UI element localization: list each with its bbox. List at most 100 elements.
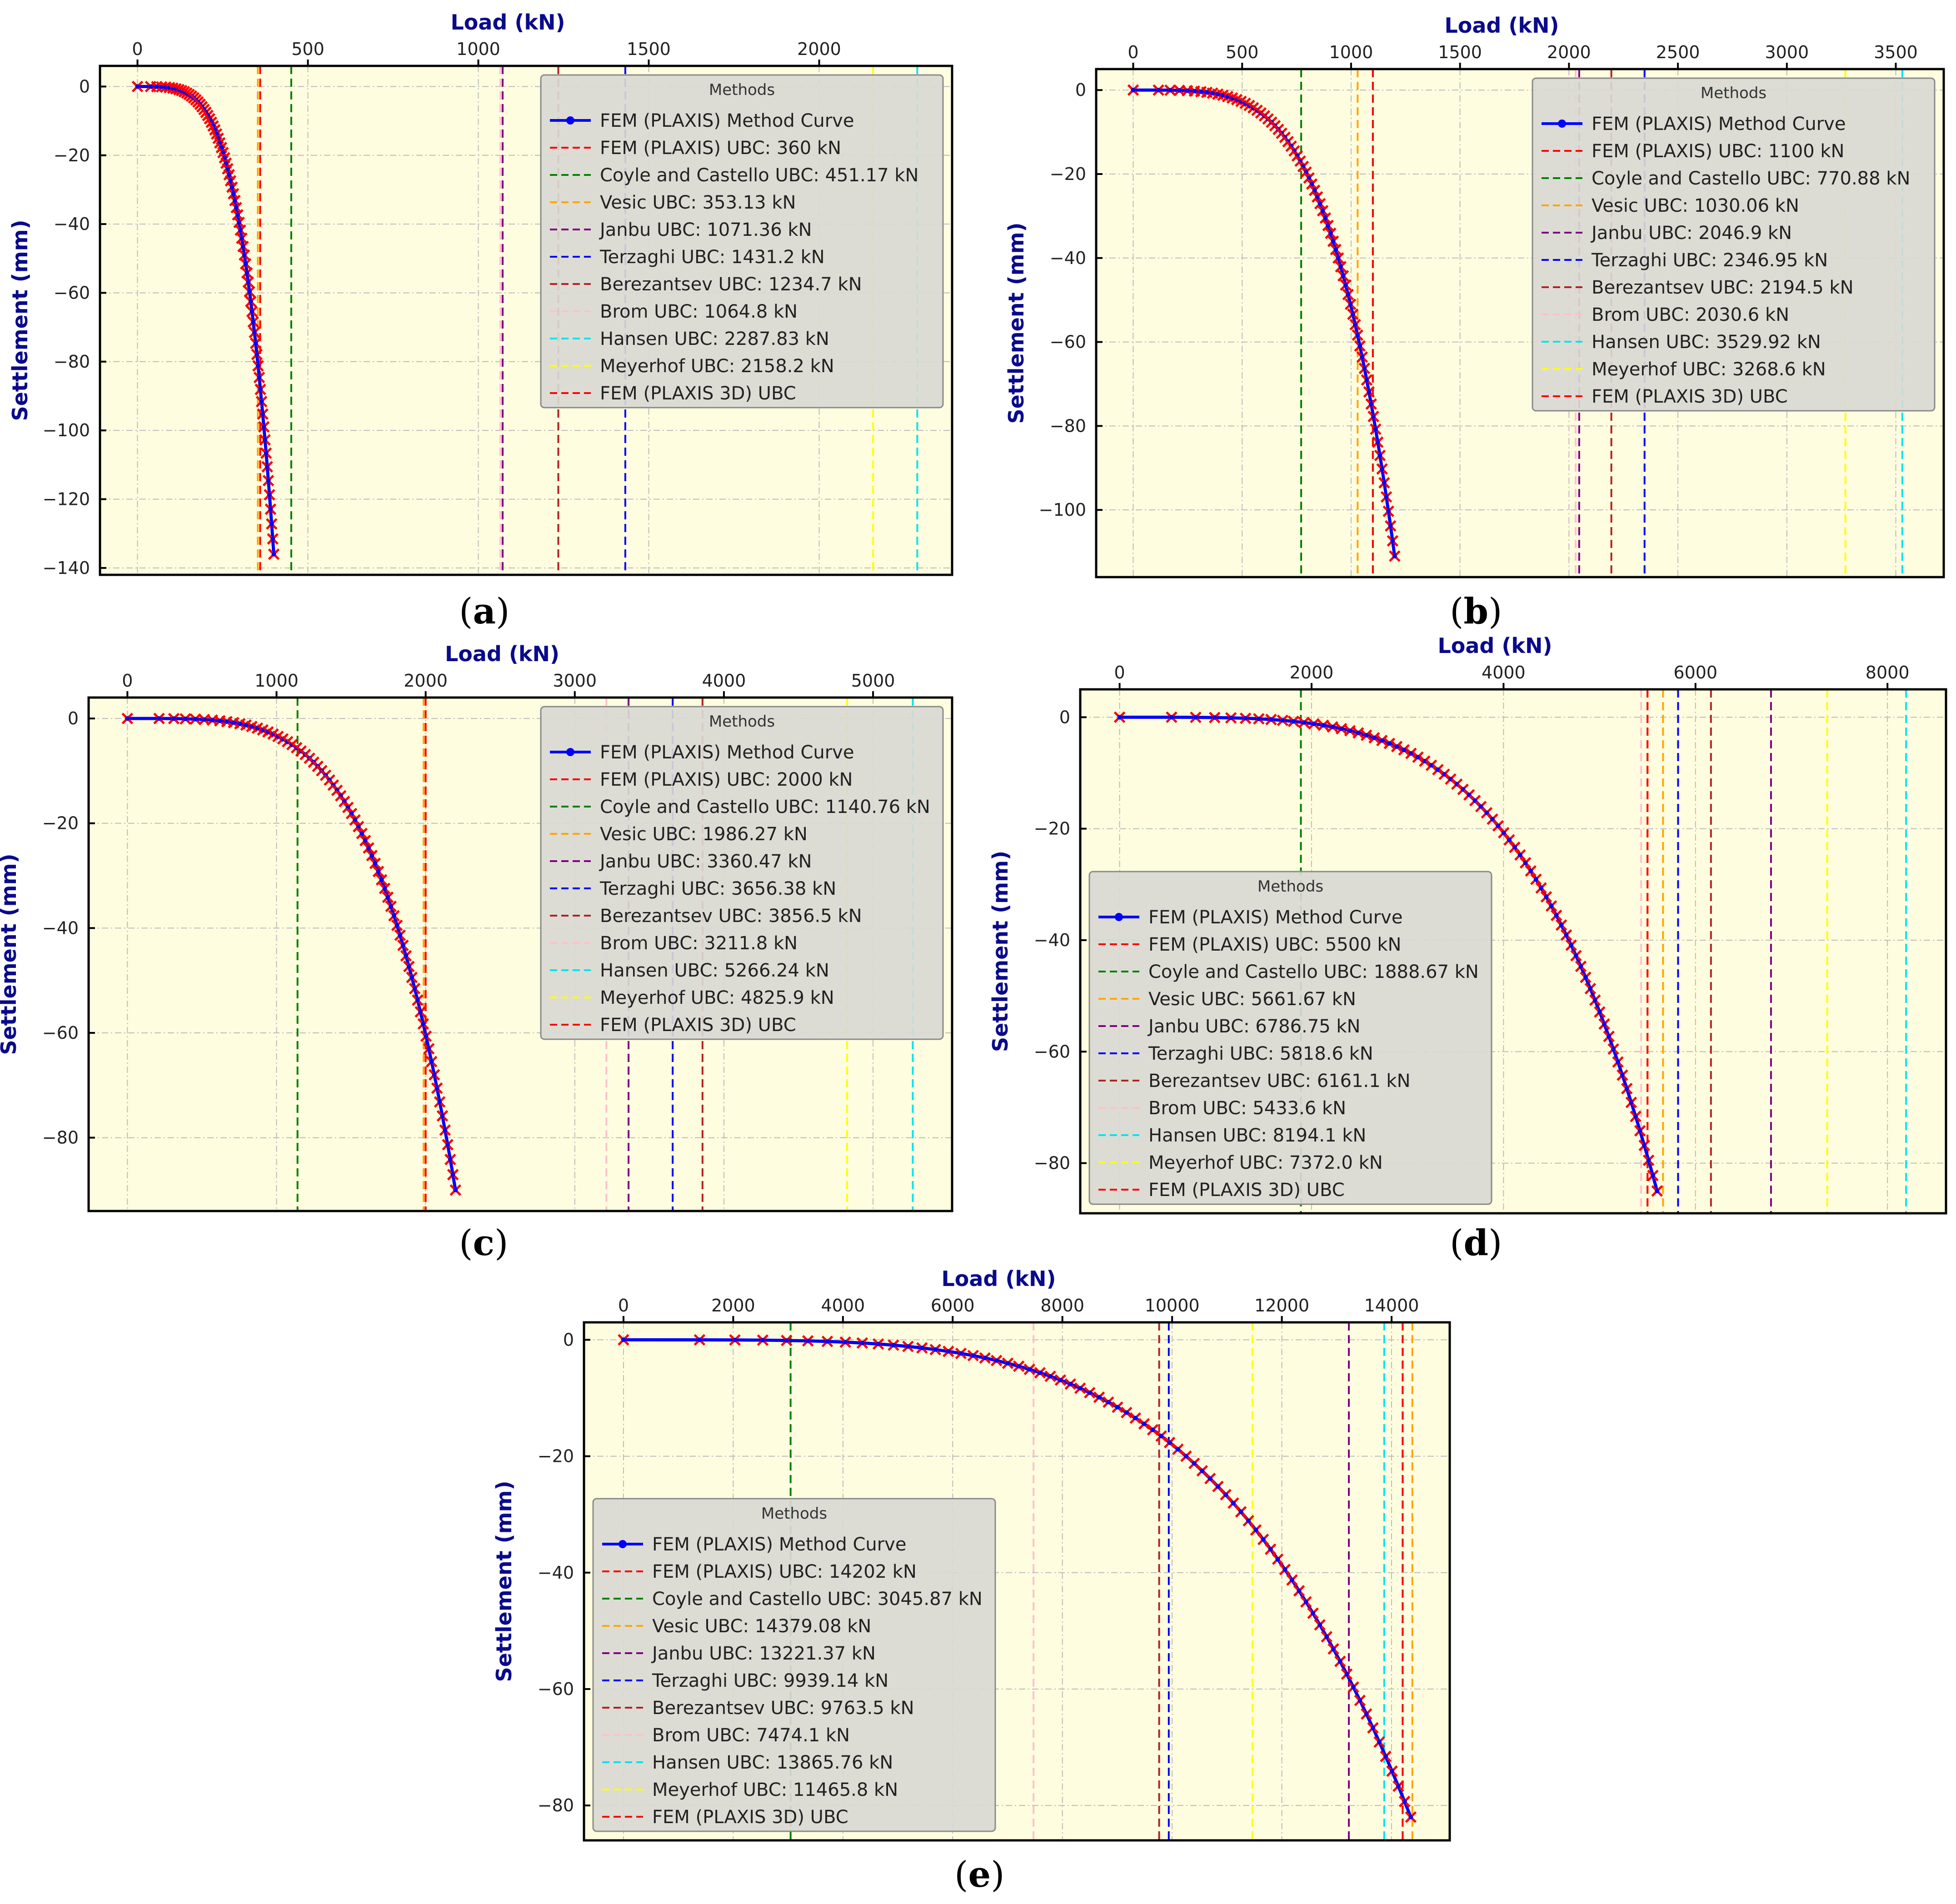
curve-point bbox=[1612, 1056, 1624, 1068]
y-tick-label: −20 bbox=[1034, 819, 1070, 839]
plot-frame bbox=[583, 1321, 1451, 1842]
x-tick-label: 10000 bbox=[1145, 1296, 1200, 1316]
curve-point bbox=[397, 939, 409, 952]
y-tick-label: 0 bbox=[1059, 707, 1070, 727]
curve-point bbox=[1300, 1596, 1312, 1608]
y-tick-label: 0 bbox=[563, 1330, 574, 1350]
y-tick-label: −80 bbox=[42, 1128, 79, 1148]
curve-point bbox=[1327, 1643, 1339, 1655]
plot-frame bbox=[1095, 68, 1945, 578]
curve-point bbox=[366, 849, 378, 862]
curve-point bbox=[345, 807, 358, 820]
curve-point bbox=[425, 1056, 438, 1068]
curve-point bbox=[1298, 717, 1310, 728]
curve-point bbox=[268, 548, 280, 560]
legend: Methods FEM (PLAXIS) Method Curve FEM (PLA… bbox=[540, 74, 944, 409]
x-tick-label: 3500 bbox=[1874, 42, 1918, 62]
x-tick-label: 3000 bbox=[1765, 42, 1809, 62]
legend-label: Meyerhof UBC: 11465.8 kN bbox=[652, 1779, 898, 1800]
legend-item: Brom UBC: 5433.6 kN bbox=[1098, 1098, 1346, 1119]
curve-point bbox=[394, 929, 406, 941]
x-tick-label: 2000 bbox=[797, 39, 841, 59]
x-tick-label: 2000 bbox=[1547, 42, 1591, 62]
curve-point bbox=[442, 1139, 454, 1151]
curve-point bbox=[902, 1341, 914, 1352]
legend-label: Hansen UBC: 8194.1 kN bbox=[1148, 1125, 1366, 1146]
x-tick-label: 1500 bbox=[1438, 42, 1482, 62]
legend-label: FEM (PLAXIS 3D) UBC bbox=[600, 1015, 796, 1036]
curve-point bbox=[1340, 279, 1352, 291]
legend-item: Vesic UBC: 14379.08 kN bbox=[602, 1616, 871, 1637]
y-tick-label: −100 bbox=[43, 420, 90, 440]
legend-label: FEM (PLAXIS) Method Curve bbox=[600, 110, 854, 131]
legend-label: Brom UBC: 5433.6 kN bbox=[1148, 1098, 1346, 1119]
legend-label: FEM (PLAXIS) UBC: 14202 kN bbox=[652, 1561, 917, 1582]
curve-point bbox=[1342, 289, 1354, 300]
legend-item: Meyerhof UBC: 11465.8 kN bbox=[602, 1779, 898, 1800]
curve-point bbox=[1127, 84, 1139, 96]
legend-label: Terzaghi UBC: 5818.6 kN bbox=[1148, 1043, 1373, 1064]
curve-point bbox=[1625, 1097, 1637, 1108]
curve-point bbox=[423, 1043, 435, 1055]
curve-point bbox=[1594, 1006, 1606, 1018]
curve-point bbox=[1335, 723, 1347, 735]
plot-frame bbox=[87, 696, 953, 1212]
curve-point bbox=[1344, 725, 1356, 737]
y-tick-label: −140 bbox=[43, 558, 90, 578]
legend-item: Vesic UBC: 1986.27 kN bbox=[550, 824, 808, 845]
legend-label: Vesic UBC: 1030.06 kN bbox=[1592, 195, 1799, 216]
curve-point bbox=[1387, 535, 1399, 547]
x-tick-label: 6000 bbox=[1673, 663, 1717, 683]
curve-point bbox=[967, 1350, 979, 1361]
curve-point bbox=[1327, 721, 1338, 733]
curve-point bbox=[388, 910, 400, 922]
curve-point bbox=[239, 249, 250, 261]
x-tick-label: 8000 bbox=[1040, 1296, 1084, 1316]
legend-label: FEM (PLAXIS) Method Curve bbox=[652, 1534, 906, 1555]
legend-label: FEM (PLAXIS 3D) UBC bbox=[652, 1807, 848, 1828]
curve-point bbox=[1352, 727, 1364, 739]
legend-label: Brom UBC: 2030.6 kN bbox=[1592, 304, 1789, 325]
legend-item: Janbu UBC: 13221.37 kN bbox=[602, 1643, 876, 1664]
legend-item: Coyle and Castello UBC: 3045.87 kN bbox=[602, 1589, 983, 1610]
curve-point bbox=[379, 882, 391, 894]
curve-point bbox=[955, 1347, 967, 1360]
curve-point bbox=[1603, 1031, 1615, 1042]
curve-point bbox=[1347, 1681, 1359, 1693]
x-tick-label: 4000 bbox=[1482, 663, 1526, 683]
y-tick-label: −80 bbox=[538, 1795, 574, 1815]
legend-label: Janbu UBC: 1071.36 kN bbox=[599, 219, 812, 240]
legend-item: Meyerhof UBC: 7372.0 kN bbox=[1098, 1152, 1383, 1173]
legend-item: Meyerhof UBC: 2158.2 kN bbox=[550, 356, 834, 377]
x-axis-label: Load (kN) bbox=[941, 1266, 1056, 1291]
chart-panel-c: 0 1000 2000 3000 4000 5000 0 −20 −40 −60 −80 Load (… bbox=[0, 642, 953, 1212]
curve-point bbox=[1617, 1069, 1628, 1081]
legend-box bbox=[1532, 77, 1936, 412]
y-tick-label: −60 bbox=[538, 1679, 574, 1699]
legend-item: Meyerhof UBC: 3268.6 kN bbox=[1542, 359, 1826, 380]
curve-point bbox=[1034, 1367, 1046, 1379]
x-tick-label: 0 bbox=[132, 39, 143, 59]
legend-item: Hansen UBC: 8194.1 kN bbox=[1098, 1125, 1366, 1146]
legend-box bbox=[540, 74, 944, 409]
curve-point bbox=[1332, 252, 1344, 264]
legend-label: FEM (PLAXIS) UBC: 1100 kN bbox=[1592, 141, 1844, 162]
y-tick-label: −60 bbox=[1050, 332, 1086, 352]
curve-point bbox=[1272, 1553, 1284, 1565]
legend-label: Berezantsev UBC: 1234.7 kN bbox=[600, 274, 862, 295]
legend-label: Hansen UBC: 3529.92 kN bbox=[1592, 332, 1821, 353]
curve-point bbox=[1584, 982, 1597, 995]
curve-point bbox=[1308, 718, 1320, 730]
curve-point bbox=[434, 1096, 446, 1108]
curve-point bbox=[1363, 386, 1375, 398]
curve-point bbox=[1120, 1406, 1133, 1419]
curve-point bbox=[249, 326, 260, 339]
x-tick-label: 2000 bbox=[711, 1296, 755, 1316]
curve-point bbox=[1373, 1736, 1385, 1748]
curve-point bbox=[1432, 764, 1444, 776]
x-tick-label: 1000 bbox=[456, 39, 500, 59]
legend-item: Berezantsev UBC: 3856.5 kN bbox=[550, 906, 862, 927]
legend-item: Coyle and Castello UBC: 770.88 kN bbox=[1542, 168, 1910, 189]
curve-point bbox=[1319, 212, 1332, 224]
curve-point bbox=[417, 1018, 429, 1030]
